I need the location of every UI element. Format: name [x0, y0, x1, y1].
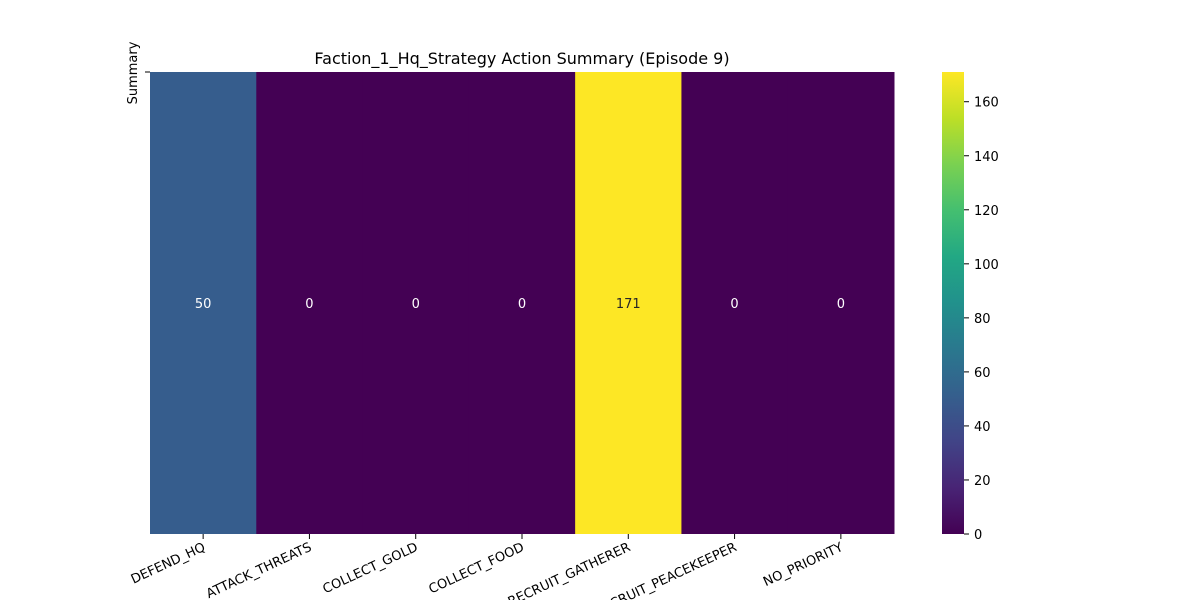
heatmap-cell: [150, 72, 257, 534]
colorbar-tick-label: 60: [974, 366, 991, 381]
colorbar-tick-label: 40: [974, 420, 991, 435]
x-tick-label: ATTACK_THREATS: [204, 540, 314, 600]
x-tick-label: COLLECT_FOOD: [427, 540, 527, 597]
cell-value-label: 0: [730, 297, 738, 312]
heatmap-cell: [468, 72, 576, 534]
cell-value-label: 171: [616, 297, 641, 312]
heatmap-cell: [787, 72, 895, 534]
heatmap-cell: [256, 72, 364, 534]
cell-value-label: 0: [837, 297, 845, 312]
x-tick-label: COLLECT_GOLD: [321, 540, 421, 597]
colorbar-tick-label: 100: [974, 258, 999, 273]
colorbar-tick-label: 120: [974, 204, 999, 219]
colorbar: [942, 72, 964, 534]
cell-value-label: 0: [412, 297, 420, 312]
colorbar-tick-label: 160: [974, 96, 999, 111]
y-axis-label: Summary: [126, 41, 141, 104]
chart-title: Faction_1_Hq_Strategy Action Summary (Ep…: [314, 49, 729, 69]
heatmap-cell: [362, 72, 470, 534]
cell-value-label: 0: [518, 297, 526, 312]
colorbar-ticks: 0 20 40 60 80 100 120 140 160: [964, 96, 999, 543]
heatmap-cell: [681, 72, 789, 534]
heatmap-cells: [150, 72, 895, 534]
colorbar-tick-label: 80: [974, 312, 991, 327]
colorbar-tick-label: 140: [974, 150, 999, 165]
cell-value-label: 0: [305, 297, 313, 312]
heatmap-cell: [575, 72, 682, 534]
colorbar-tick-label: 20: [974, 474, 991, 489]
x-tick-label: NO_PRIORITY: [761, 540, 845, 590]
x-tick-label: RECRUIT_GATHERER: [506, 540, 633, 600]
heatmap-cell-labels: 50 0 0 0 171 0 0: [195, 297, 845, 312]
x-tick-label: DEFEND_HQ: [129, 540, 208, 587]
cell-value-label: 50: [195, 297, 212, 312]
colorbar-tick-label: 0: [974, 528, 982, 543]
